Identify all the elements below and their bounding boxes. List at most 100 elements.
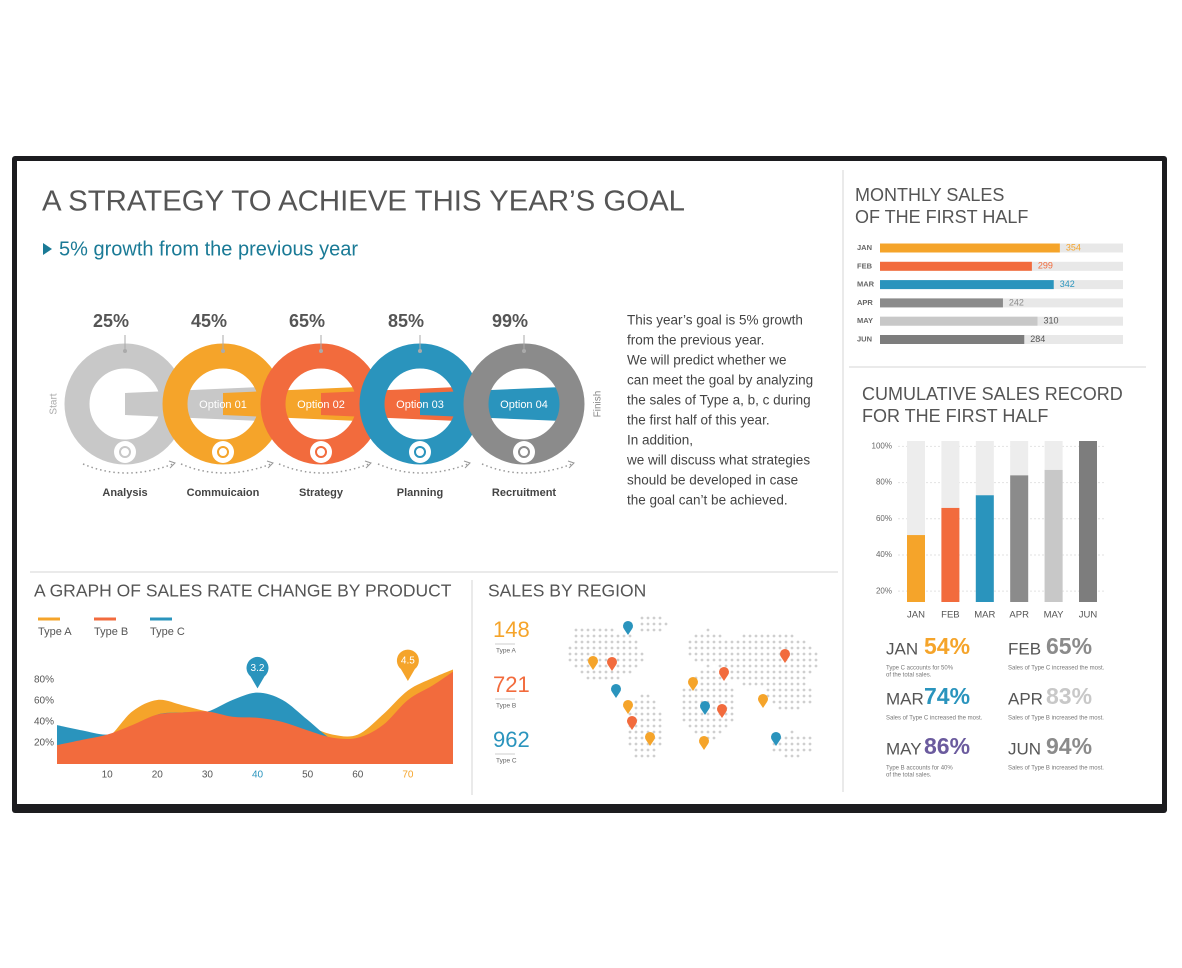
step-arrow: [567, 460, 575, 469]
map-dot: [796, 742, 800, 746]
map-dot: [700, 646, 704, 650]
map-dot: [784, 694, 788, 698]
map-dot: [622, 652, 626, 656]
map-dot: [652, 724, 656, 728]
step-arc: [377, 463, 469, 474]
map-dot: [760, 640, 764, 644]
summary-value: 94%: [1046, 733, 1092, 759]
map-dot: [766, 664, 770, 668]
percent-label: 65%: [289, 311, 325, 331]
map-dot: [772, 658, 776, 662]
region-value: 721: [493, 672, 530, 697]
map-dot: [802, 640, 806, 644]
map-dot: [802, 736, 806, 740]
map-dot: [646, 754, 650, 758]
map-dot: [640, 706, 644, 710]
map-dot: [574, 658, 578, 662]
map-dot: [772, 676, 776, 680]
map-dot: [724, 718, 728, 722]
map-dot: [802, 688, 806, 692]
map-dot: [712, 652, 716, 656]
map-dot: [742, 634, 746, 638]
map-dot: [652, 622, 656, 626]
x-tick-label: 60: [352, 770, 364, 781]
map-dot: [760, 670, 764, 674]
bar: [880, 243, 1060, 253]
map-dot: [598, 628, 602, 632]
map-dot: [628, 652, 632, 656]
map-dot: [766, 652, 770, 656]
value-label: 299: [1038, 261, 1053, 271]
map-dot: [622, 640, 626, 644]
map-dot: [736, 652, 740, 656]
map-dot: [802, 646, 806, 650]
map-dot: [628, 646, 632, 650]
summary: JAN 54%Type C accounts for 50%of the tota…: [886, 633, 1105, 779]
map-dot: [796, 670, 800, 674]
map-dot: [574, 628, 578, 632]
map-dot: [658, 724, 662, 728]
map-dot: [694, 724, 698, 728]
map-dot: [628, 736, 632, 740]
map-dot: [706, 640, 710, 644]
map-dot: [610, 646, 614, 650]
map-dot: [772, 640, 776, 644]
map-dot: [610, 676, 614, 680]
map-dot: [640, 658, 644, 662]
category-label: MAR: [857, 280, 875, 289]
map-dot: [634, 652, 638, 656]
map-pin: [627, 716, 637, 730]
map-dot: [796, 748, 800, 752]
map-dot: [682, 700, 686, 704]
percent-label: 45%: [191, 311, 227, 331]
map-dot: [640, 730, 644, 734]
map-dot: [640, 724, 644, 728]
map-dot: [730, 652, 734, 656]
region-label: Type B: [496, 703, 516, 710]
map-dot: [646, 616, 650, 620]
map-dot: [604, 640, 608, 644]
bar: [1044, 469, 1063, 602]
legend-label: Type C: [150, 626, 185, 638]
value-label: 310: [1043, 316, 1058, 326]
strategy-diagram: Start Finish 25% Analysis Option 01 45% Commui…: [49, 311, 604, 499]
map-dot: [718, 730, 722, 734]
map-dot: [784, 736, 788, 740]
map-dot: [718, 664, 722, 668]
map-dot: [796, 700, 800, 704]
map-dot: [784, 706, 788, 710]
description-line: from the previous year.: [627, 333, 764, 348]
description-line: the goal can’t be achieved.: [627, 493, 788, 508]
map-dot: [712, 640, 716, 644]
option-label: Option 04: [500, 399, 548, 411]
map-dot: [664, 622, 668, 626]
map-dot: [640, 652, 644, 656]
map-dot: [640, 622, 644, 626]
map-dot: [640, 748, 644, 752]
category-label: JUN: [857, 334, 872, 343]
map-dot: [592, 634, 596, 638]
annotation-pin: [396, 649, 419, 682]
map-dot: [772, 664, 776, 668]
map-dot: [646, 622, 650, 626]
map-dot: [724, 694, 728, 698]
map-dot: [718, 676, 722, 680]
map-dot: [574, 664, 578, 668]
map-dot: [772, 688, 776, 692]
map-dot: [640, 628, 644, 632]
map-dot: [700, 634, 704, 638]
step-icon-glyph: [315, 446, 327, 458]
map-dot: [796, 646, 800, 650]
region-label: Type C: [496, 758, 517, 765]
map-dot: [802, 676, 806, 680]
map-dot: [700, 724, 704, 728]
map-dot: [616, 664, 620, 668]
map-dot: [712, 634, 716, 638]
map-dot: [640, 742, 644, 746]
map-dot: [622, 634, 626, 638]
map-dot: [772, 700, 776, 704]
summary-value: 83%: [1046, 683, 1092, 709]
map-dot: [808, 658, 812, 662]
map-dot: [790, 634, 794, 638]
